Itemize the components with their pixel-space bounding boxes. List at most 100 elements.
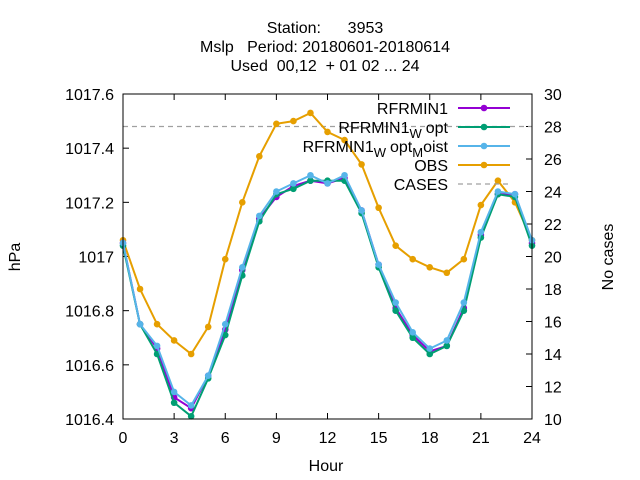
y2-tick-label: 14 [544,347,562,364]
series-line-1 [122,179,533,418]
data-point-s2 [307,171,314,179]
data-point-s1 [187,412,195,420]
data-point-s1 [307,177,314,184]
data-point-s2 [443,337,451,344]
series-line-0 [122,176,533,410]
data-point-s2 [273,188,280,195]
data-point-s3 [187,350,195,358]
y2-tick-label: 12 [544,380,562,397]
data-point-s3 [426,264,434,271]
y-axis-label: hPa [7,243,24,272]
x-tick-label: 9 [272,430,281,447]
x-tick-label: 24 [523,430,541,447]
data-point-s3 [273,120,280,128]
data-point-s1 [443,342,451,350]
data-point-s2 [358,207,365,214]
data-point-s3 [477,201,485,209]
data-point-s1 [409,334,417,342]
data-point-s2 [290,180,297,187]
data-point-s3 [170,337,178,344]
data-point-s2 [392,299,399,306]
data-point-s2 [341,171,348,179]
data-point-s1 [221,331,229,339]
data-point-s1 [170,399,178,407]
legend-label-rfrmin1: RFRMIN1 [377,101,448,118]
y-tick-label: 1017.6 [65,87,114,104]
y2-tick-label: 28 [544,120,562,137]
data-point-s3 [204,323,212,331]
title-line-3: Used 00,12 + 01 02 ... 24 [230,58,419,75]
data-point-s2 [170,388,178,396]
data-point-s3 [290,117,297,125]
data-point-s2 [256,212,263,220]
y2-tick-label: 20 [544,250,562,267]
legend-swatch-marker [480,104,488,112]
data-point-s1 [392,307,399,314]
data-point-s2 [375,261,382,268]
data-point-s2 [511,190,519,198]
legend-label-cases: CASES [394,177,448,194]
legend-label-rfrmin1-w-opt-m-oist: RFRMIN1W optMoist [303,139,449,160]
data-point-s3 [153,320,161,328]
data-point-s3 [460,255,468,263]
data-point-s2 [136,320,144,328]
x-tick-label: 0 [119,430,128,447]
x-tick-label: 6 [221,430,230,447]
x-tick-label: 21 [472,430,490,447]
data-point-s3 [409,255,417,263]
data-point-s2 [494,188,502,195]
x-tick-label: 3 [170,430,179,447]
legend-swatch-marker [480,142,488,150]
y2-axis-label: No cases [600,224,617,291]
data-point-s3 [392,242,399,249]
y2-tick-label: 18 [544,282,562,299]
y-tick-label: 1017.2 [65,195,114,212]
data-point-s3 [136,285,144,293]
data-point-s3 [221,255,229,263]
series-layer [119,109,536,420]
data-point-s2 [477,228,485,236]
data-point-s1 [460,307,468,314]
data-point-s2 [324,180,331,187]
data-point-s1 [426,350,434,358]
data-point-s3 [324,128,331,136]
legend-label-rfrmin1-w-opt: RFRMIN1W opt [338,120,448,141]
legend-swatch-marker [480,123,488,131]
data-point-s3 [443,269,451,277]
x-tick-label: 15 [370,430,388,447]
y2-tick-label: 24 [544,185,562,202]
data-point-s2 [238,264,246,271]
y-tick-label: 1016.4 [65,412,114,429]
y2-tick-label: 16 [544,315,562,332]
data-point-s3 [256,152,263,160]
y-tick-label: 1016.8 [65,304,114,321]
y2-tick-label: 10 [544,412,562,429]
data-point-s2 [153,342,161,350]
data-point-s3 [375,204,382,212]
chart-title: Station: 3953 Mslp Period: 20180601-2018… [200,20,450,75]
data-point-s3 [307,109,314,117]
data-point-s3 [341,136,348,144]
x-axis-label: Hour [309,458,344,475]
legend-label-obs: OBS [414,158,448,175]
y-tick-label: 1016.6 [65,358,114,375]
plot-frame [122,93,533,420]
title-line-2: Mslp Period: 20180601-20180614 [200,39,450,56]
y2-tick-label: 26 [544,152,562,169]
data-point-s2 [460,299,468,306]
data-point-s3 [358,161,365,168]
data-point-s1 [290,185,297,193]
y2-tick-label: 30 [544,87,562,104]
x-tick-label: 12 [319,430,337,447]
title-line-1: Station: 3953 [267,20,384,37]
data-point-s2 [426,345,434,352]
x-tick-label: 18 [421,430,439,447]
legend: RFRMIN1 RFRMIN1W opt RFRMIN1W optMoist OBS… [303,101,510,194]
data-point-s2 [409,329,417,336]
data-point-s3 [494,177,502,184]
data-point-s3 [238,199,246,206]
legend-swatches [458,104,510,185]
data-point-s2 [187,402,195,409]
data-point-s2 [204,372,212,379]
